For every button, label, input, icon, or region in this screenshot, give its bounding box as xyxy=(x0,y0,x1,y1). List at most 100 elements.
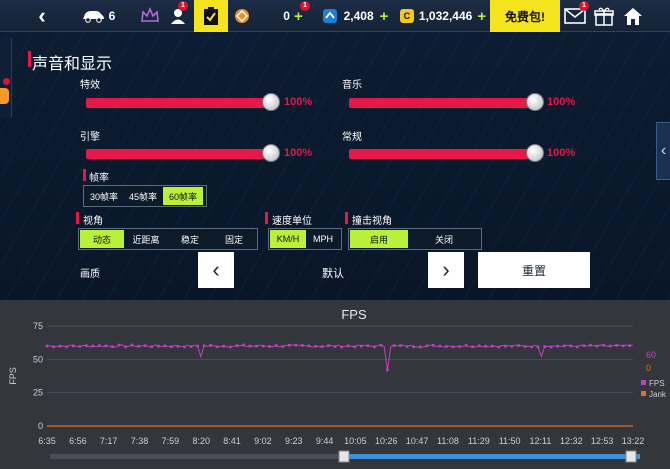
framerate-option-30[interactable]: 30帧率 xyxy=(89,191,118,202)
jank-current-value: 0 xyxy=(646,363,651,373)
chevron-right-icon: › xyxy=(442,257,450,282)
credits-counter[interactable]: C 1,032,446 + xyxy=(398,0,488,32)
profile-button[interactable]: 1 xyxy=(165,0,191,32)
general-slider-knob[interactable] xyxy=(526,144,544,162)
fps-data-point xyxy=(137,344,140,348)
fps-data-point xyxy=(248,344,252,348)
framerate-option-60[interactable]: 60帧率 xyxy=(163,187,203,205)
general-label: 常规 xyxy=(342,132,362,143)
home-button[interactable] xyxy=(620,0,646,32)
x-tick-label: 12:32 xyxy=(560,436,583,446)
fps-data-point xyxy=(78,345,82,348)
general-value: 100% xyxy=(547,147,576,159)
framerate-option-45[interactable]: 45帧率 xyxy=(128,191,157,202)
effects-label: 特效 xyxy=(80,80,100,91)
fps-data-point xyxy=(386,368,389,372)
x-tick-label: 10:05 xyxy=(344,436,367,446)
engine-slider[interactable] xyxy=(86,144,280,162)
view-selector: 动态 近距离 稳定 固定 xyxy=(78,228,258,250)
fps-data-point xyxy=(445,345,448,348)
legend-fps-label: FPS xyxy=(649,379,665,388)
fps-data-point xyxy=(471,345,474,349)
range-handle-left[interactable] xyxy=(338,450,350,463)
y-tick-label: 75 xyxy=(33,321,43,331)
view-option-fixed[interactable]: 固定 xyxy=(224,234,243,245)
fps-data-point xyxy=(261,344,265,348)
general-slider[interactable] xyxy=(349,144,544,162)
car-icon xyxy=(82,11,104,23)
quality-prev-button[interactable]: ‹ xyxy=(198,252,234,288)
view-option-close[interactable]: 近距离 xyxy=(132,234,160,245)
gem-counter[interactable]: 2,408 + xyxy=(317,0,393,32)
back-button[interactable]: ‹ xyxy=(28,0,56,32)
fps-data-point xyxy=(432,343,435,347)
y-tick-label: 25 xyxy=(33,388,43,398)
fps-chart: FPS FPS 0 25 50 75 6:35 6:56 7:17 7:38 7:59 8:20 8:4… xyxy=(0,300,670,469)
range-handle-right[interactable] xyxy=(625,450,637,463)
fps-data-point xyxy=(209,344,212,347)
chevron-left-icon: ‹ xyxy=(660,142,667,159)
fuel-badge: 1 xyxy=(300,1,310,11)
crash-view-enable[interactable]: 启用 xyxy=(350,230,408,248)
speed-unit-mph[interactable]: MPH xyxy=(313,234,333,244)
add-fuel-icon: + xyxy=(293,7,303,25)
fps-data-point xyxy=(490,344,494,348)
section-title: 声音和显示 xyxy=(32,56,113,73)
music-slider-knob[interactable] xyxy=(526,93,544,111)
credits-value: 1,032,446 xyxy=(418,9,473,23)
crash-view-marker xyxy=(345,212,348,224)
fps-data-point xyxy=(150,345,154,349)
fps-data-point xyxy=(562,344,566,348)
garage-button[interactable]: 6 xyxy=(74,0,122,32)
fps-data-point xyxy=(595,344,599,348)
gift-button[interactable] xyxy=(590,0,618,32)
reset-button[interactable]: 重置 xyxy=(478,252,590,288)
view-option-dynamic[interactable]: 动态 xyxy=(80,230,124,248)
x-tick-label: 12:11 xyxy=(530,436,552,446)
fps-data-point xyxy=(104,344,108,348)
crash-view-disable[interactable]: 关闭 xyxy=(434,234,453,245)
x-tick-label: 11:29 xyxy=(468,436,490,446)
right-drawer-handle[interactable]: ‹ xyxy=(656,122,670,180)
fps-data-point xyxy=(58,344,62,348)
effects-slider[interactable] xyxy=(86,93,280,111)
fps-data-point xyxy=(327,344,330,347)
fps-data-point xyxy=(274,344,278,347)
fuel-counter[interactable]: 0 + 1 xyxy=(275,0,311,32)
mail-button[interactable]: 1 xyxy=(562,0,589,32)
settings-panel: 声音和显示 特效 100% 音乐 100% 引擎 100% 常规 100% 帧率… xyxy=(28,42,648,292)
fps-data-point xyxy=(320,345,324,348)
fps-data-point xyxy=(405,345,409,348)
quality-label: 画质 xyxy=(80,269,100,280)
quality-next-button[interactable]: › xyxy=(428,252,464,288)
fps-data-point xyxy=(373,345,376,349)
engine-slider-knob[interactable] xyxy=(262,144,280,162)
left-drawer-tab[interactable] xyxy=(0,88,9,104)
fps-data-point xyxy=(52,345,55,349)
profile-badge: 1 xyxy=(178,1,188,11)
token-button[interactable] xyxy=(230,0,254,32)
music-label: 音乐 xyxy=(342,80,362,91)
x-tick-label: 6:56 xyxy=(69,436,87,446)
chart-title: FPS xyxy=(341,307,367,322)
fps-data-point xyxy=(628,344,632,348)
fps-data-point xyxy=(242,343,245,347)
club-button[interactable] xyxy=(136,0,164,32)
fps-data-point xyxy=(229,345,232,349)
speed-unit-kmh[interactable]: KM/H xyxy=(270,230,306,248)
free-pack-button[interactable]: 免费包! xyxy=(490,0,560,32)
speed-unit-selector: KM/H MPH xyxy=(268,228,342,250)
fps-data-point xyxy=(340,345,343,349)
x-tick-label: 6:35 xyxy=(38,436,56,446)
fuel-value: 0 xyxy=(283,9,290,23)
x-tick-label: 10:47 xyxy=(406,436,429,446)
fps-data-point xyxy=(510,345,514,348)
fps-data-point xyxy=(425,344,429,348)
view-option-stable[interactable]: 稳定 xyxy=(180,234,199,245)
effects-slider-knob[interactable] xyxy=(262,93,280,111)
legend-jank-label: Jank xyxy=(649,390,667,399)
music-slider[interactable] xyxy=(349,93,544,111)
effects-value: 100% xyxy=(284,96,313,108)
gift-icon xyxy=(594,7,614,26)
tasks-button[interactable] xyxy=(194,0,228,32)
